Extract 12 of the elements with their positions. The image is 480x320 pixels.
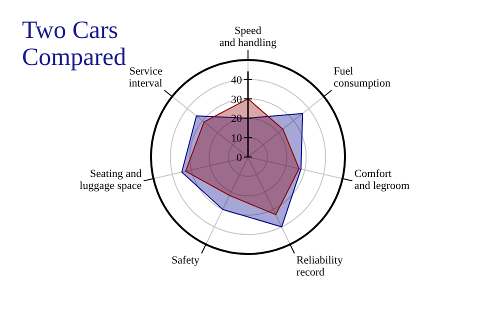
spoke-label: Speed and handling xyxy=(219,25,278,49)
y-tick-label: 0 xyxy=(236,152,242,164)
spoke-label: Comfort and legroom xyxy=(354,168,410,192)
y-tick-label: 30 xyxy=(231,94,242,106)
spoke-label: Service interval xyxy=(128,65,162,90)
y-tick-label: 10 xyxy=(231,132,242,145)
spoke-label: Seating and luggage space xyxy=(80,168,142,192)
spoke-label: Safety xyxy=(171,254,200,266)
chart-title: Two Cars Compared xyxy=(22,17,127,71)
spoke-label: Reliability record xyxy=(296,254,344,278)
y-tick-label: 40 xyxy=(231,74,242,86)
spoke-label: Fuel consumption xyxy=(334,65,391,90)
